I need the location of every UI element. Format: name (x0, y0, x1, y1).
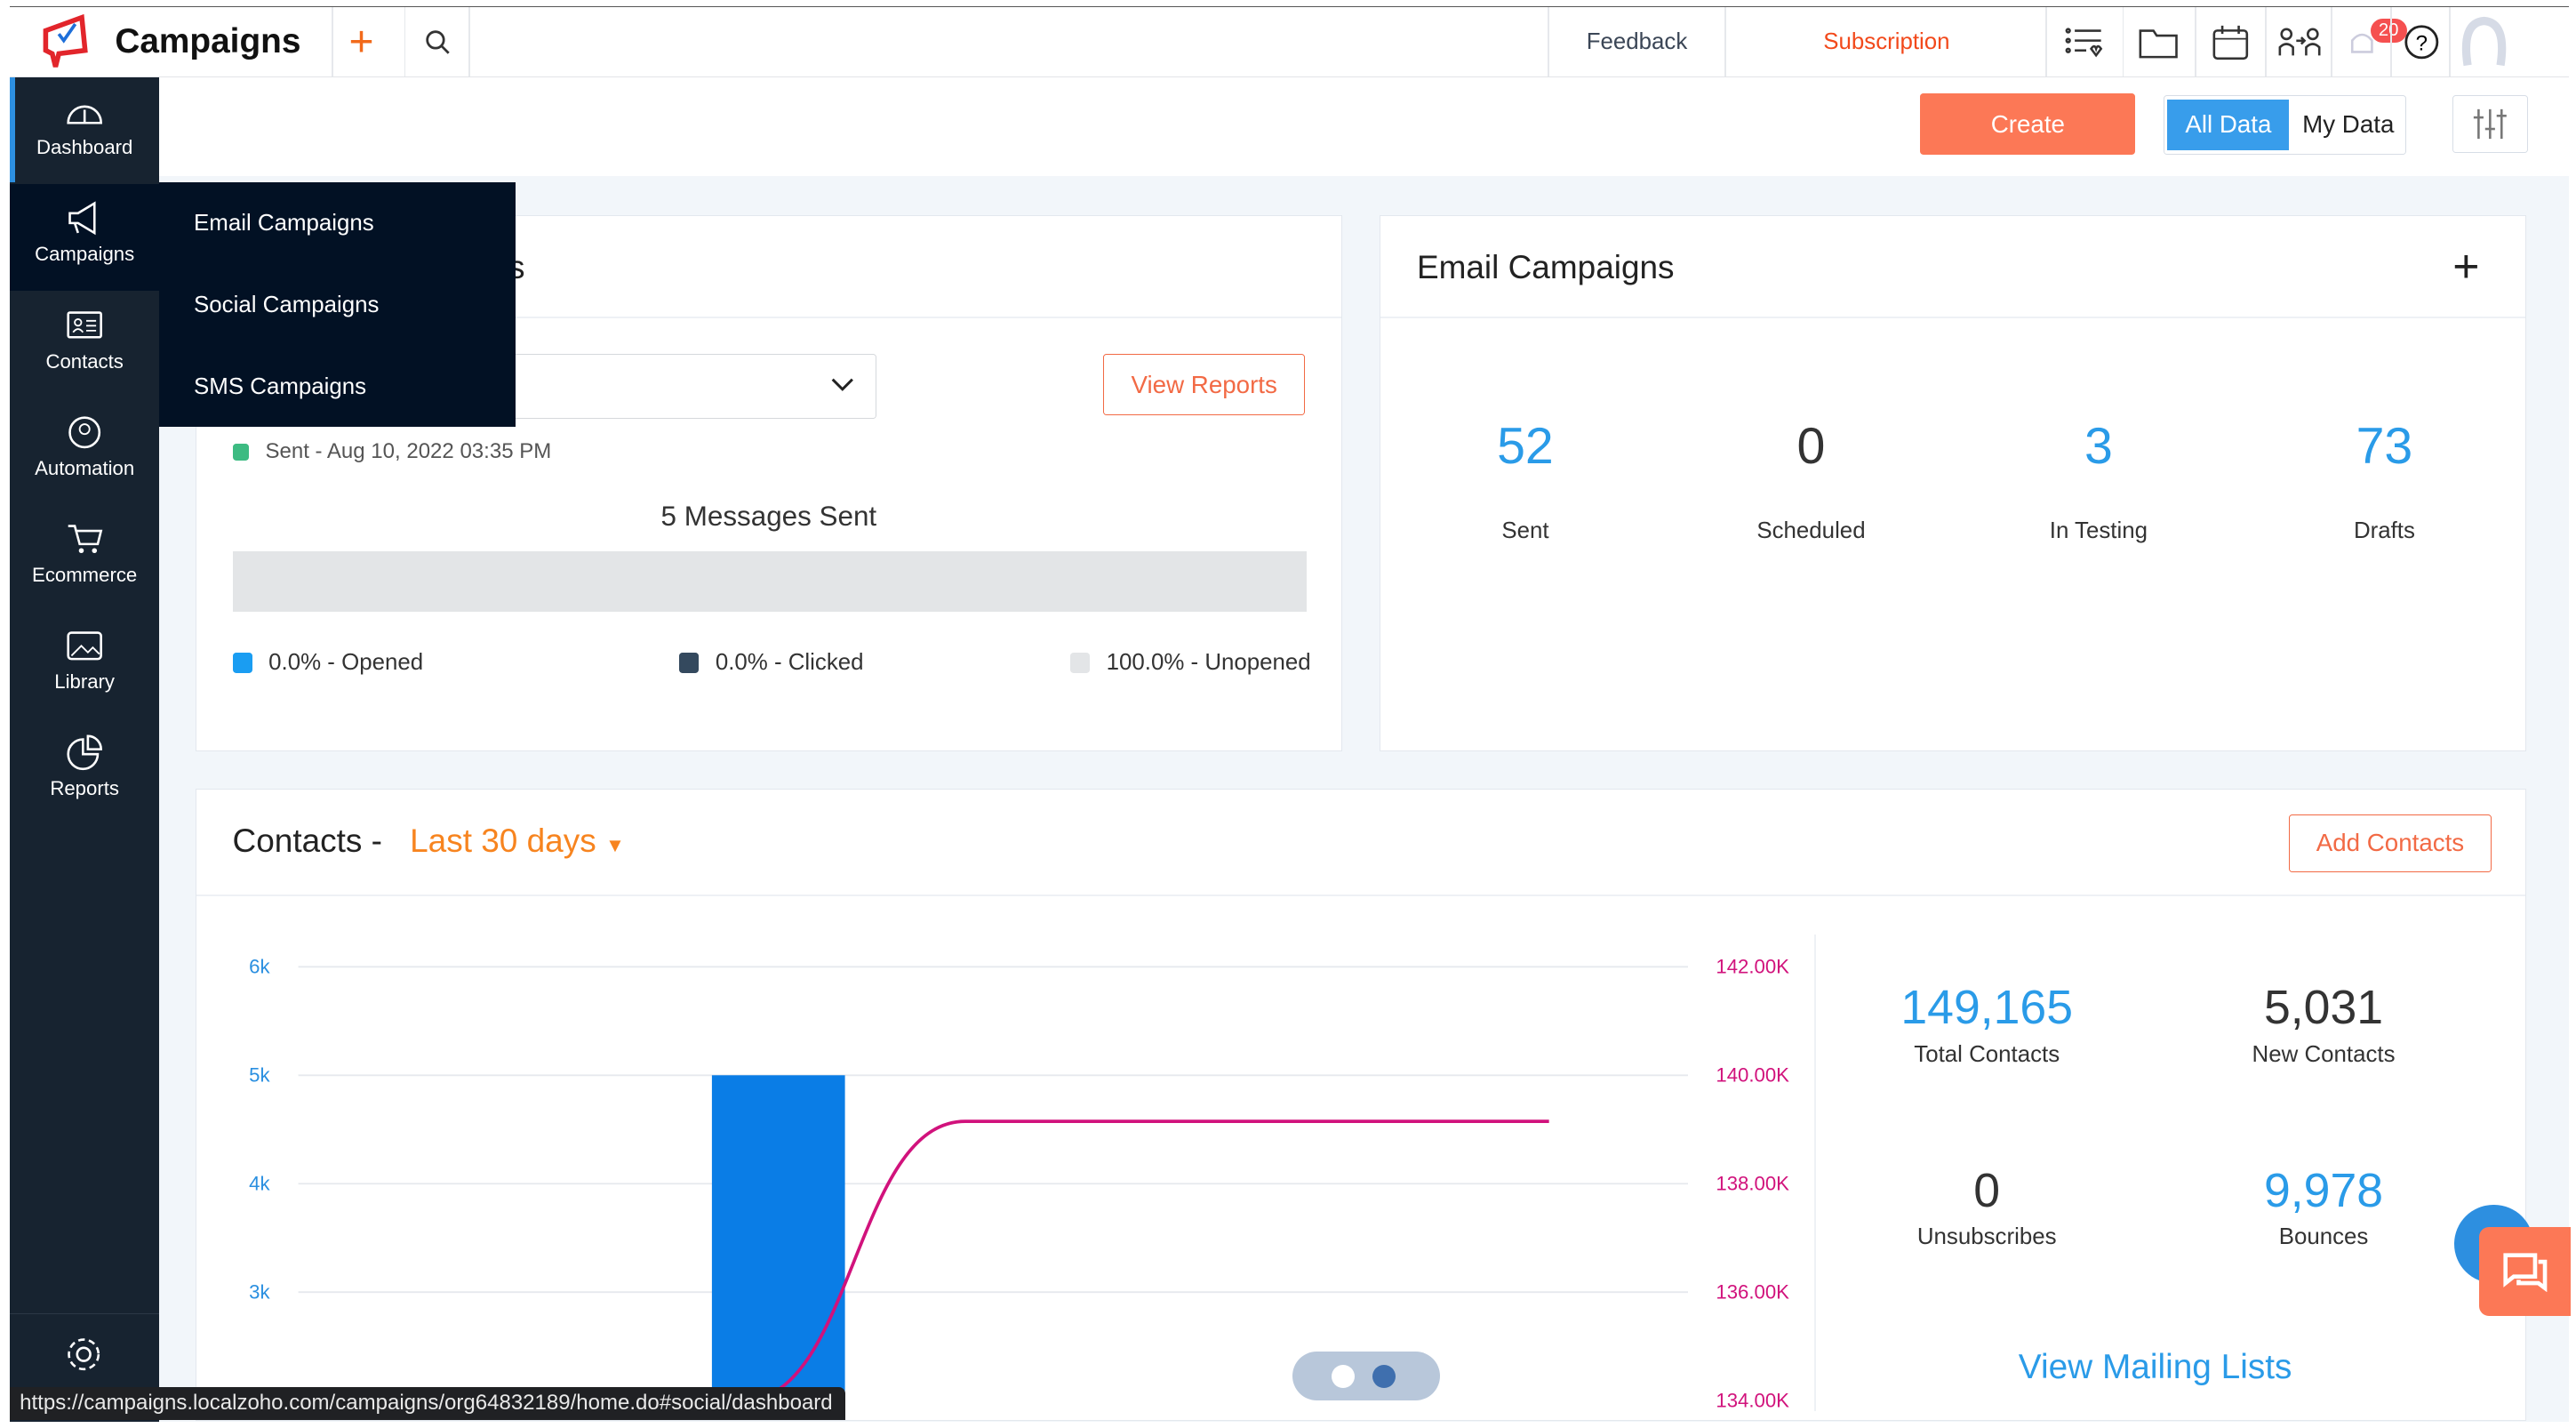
status-bar-url: https://campaigns.localzoho.com/campaign… (10, 1386, 846, 1420)
stat-unsubscribes[interactable]: 0 Unsubscribes (1916, 1163, 2057, 1249)
menu-item-email-campaigns[interactable]: Email Campaigns (194, 210, 374, 236)
chart-pager[interactable] (1292, 1352, 1440, 1401)
menu-item-sms-campaigns[interactable]: SMS Campaigns (194, 374, 367, 400)
legend-clicked: 0.0% - Clicked (679, 650, 864, 676)
legend-unopened: 100.0% - Unopened (1070, 650, 1311, 676)
add-campaign-icon[interactable]: + (2452, 239, 2480, 292)
pie-chart-icon (67, 734, 102, 771)
calendar-icon[interactable] (2196, 7, 2266, 76)
email-campaigns-card: Email Campaigns + 52 Sent 0 Scheduled 3 In … (1380, 215, 2527, 751)
notification-badge: 20 (2370, 19, 2407, 43)
left-tick-label: 6k (249, 956, 270, 978)
pager-dot[interactable] (1331, 1364, 1355, 1388)
search-icon[interactable] (407, 7, 467, 76)
caret-down-icon: ▼ (604, 833, 625, 856)
sidebar-item-library[interactable]: Library (10, 611, 159, 718)
user-avatar[interactable] (2451, 7, 2516, 76)
period-dropdown[interactable]: Last 30 days ▼ (410, 822, 625, 859)
campaign-select[interactable] (492, 354, 877, 419)
chevron-down-icon (832, 378, 854, 392)
add-contacts-button[interactable]: Add Contacts (2289, 814, 2492, 872)
help-icon[interactable]: ? (2392, 7, 2452, 76)
campaigns-logo-icon (43, 13, 89, 68)
engagement-bar (232, 551, 1308, 613)
sent-info: Sent - Aug 10, 2022 03:35 PM (265, 439, 552, 464)
svg-text:?: ? (2415, 31, 2427, 55)
view-mailing-lists-link[interactable]: View Mailing Lists (2018, 1348, 2292, 1387)
sidebar: Dashboard Campaigns Contacts Automation … (10, 76, 160, 1422)
chat-icon[interactable] (2478, 1227, 2572, 1317)
folder-icon[interactable] (2124, 7, 2193, 76)
sidebar-item-campaigns[interactable]: Campaigns (10, 183, 160, 292)
share-users-icon[interactable] (2267, 7, 2332, 76)
add-icon[interactable]: + (348, 18, 374, 66)
create-button[interactable]: Create (1920, 93, 2136, 155)
top-bar: Campaigns + Feedback Subscription 20 ? (10, 6, 2570, 79)
stat-total-contacts[interactable]: 149,165 Total Contacts (1900, 981, 2074, 1067)
card-title: Contacts - (232, 822, 382, 859)
pager-dot-active[interactable] (1372, 1364, 1396, 1388)
contacts-line (742, 1119, 1549, 1403)
contacts-card: Contacts - Last 30 days ▼ Add Contacts 6… (195, 789, 2527, 1422)
contact-card-icon (67, 310, 102, 339)
image-library-icon (67, 631, 102, 661)
legend-opened: 0.0% - Opened (232, 650, 423, 676)
megaphone-icon (68, 201, 96, 236)
right-tick-label: 138.00K (1716, 1173, 1789, 1195)
sidebar-item-dashboard[interactable]: Dashboard (10, 77, 159, 184)
customize-filter-icon[interactable] (2452, 95, 2529, 153)
right-tick-label: 136.00K (1716, 1281, 1789, 1304)
right-tick-label: 142.00K (1716, 956, 1789, 978)
app-title: Campaigns (115, 22, 301, 61)
stat-bounces[interactable]: 9,978 Bounces (2264, 1163, 2384, 1249)
campaigns-flyout-menu: Email Campaigns Social Campaigns SMS Cam… (159, 182, 516, 428)
bar[interactable] (711, 1075, 845, 1419)
right-tick-label: 134.00K (1716, 1390, 1789, 1412)
menu-item-social-campaigns[interactable]: Social Campaigns (194, 292, 380, 317)
app-logo[interactable]: Campaigns (39, 7, 335, 76)
stat-scheduled[interactable]: 0 Scheduled (1756, 417, 1866, 543)
dashboard-gauge-icon (67, 105, 102, 124)
left-tick-label: 3k (249, 1281, 270, 1304)
feedback-link[interactable]: Feedback (1586, 28, 1688, 54)
view-reports-button[interactable]: View Reports (1102, 354, 1306, 415)
settings-gear-icon[interactable] (64, 1335, 103, 1381)
card-title: Email Campaigns (1416, 249, 1675, 286)
messages-sent-label: 5 Messages Sent (660, 500, 877, 532)
notifications-bell-icon[interactable]: 20 (2332, 7, 2407, 76)
left-tick-label: 4k (249, 1173, 270, 1195)
subscription-link[interactable]: Subscription (1823, 28, 1950, 54)
main-content: Create All Data My Data s View Reports S… (159, 76, 2572, 1422)
cart-icon (68, 525, 103, 553)
stat-in-testing[interactable]: 3 In Testing (2049, 417, 2148, 543)
automation-icon (68, 416, 101, 448)
stat-drafts[interactable]: 73 Drafts (2353, 417, 2415, 543)
right-tick-label: 140.00K (1716, 1064, 1789, 1087)
sidebar-item-reports[interactable]: Reports (10, 718, 159, 825)
sidebar-item-automation[interactable]: Automation (10, 397, 159, 504)
data-scope-toggle: All Data My Data (2163, 95, 2407, 155)
stat-sent[interactable]: 52 Sent (1497, 417, 1554, 543)
contacts-chart: 6k 5k 4k 3k 142.00K 140.00K 138.00K 136.00K 134.… (249, 956, 1789, 1419)
list-icon[interactable] (2047, 7, 2123, 76)
sidebar-item-contacts[interactable]: Contacts (10, 291, 159, 397)
all-data-tab[interactable]: All Data (2167, 99, 2290, 151)
my-data-tab[interactable]: My Data (2302, 110, 2395, 139)
sidebar-item-ecommerce[interactable]: Ecommerce (10, 504, 159, 611)
left-tick-label: 5k (249, 1064, 270, 1087)
stat-new-contacts[interactable]: 5,031 New Contacts (2252, 981, 2396, 1067)
